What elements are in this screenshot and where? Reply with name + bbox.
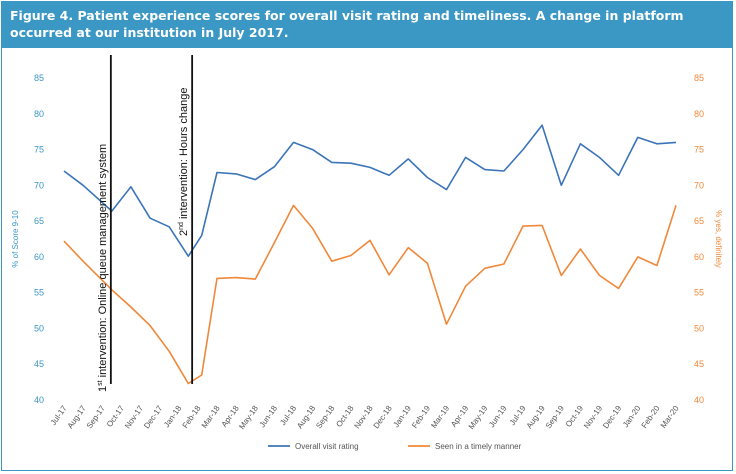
figure-header: Figure 4. Patient experience scores for … [2,2,732,48]
x-tick-label: Feb-20 [640,404,662,430]
x-tick-label: May-18 [237,404,260,431]
left-tick-label: 55 [34,288,44,298]
intervention-label: 1st intervention: Online queue managemen… [97,144,109,392]
x-tick-label: Sep-18 [314,404,336,431]
x-axis: Jul-17Aug-17Sep-17Oct-17Nov-17Dec-17Jan-… [49,404,681,431]
x-tick-label: Feb-18 [181,404,203,430]
left-tick-label: 80 [34,109,44,119]
right-tick-label: 45 [694,359,704,369]
x-tick-label: Dec-17 [142,404,164,431]
right-axis: 40 45 50 55 60 65 70 75 80 85 % yes, definitely [694,73,723,405]
intervention-number: 1 [97,386,109,392]
right-tick-label: 80 [694,109,704,119]
left-tick-label: 50 [34,323,44,333]
x-tick-label: Sep-19 [544,404,566,431]
left-axis-label: % of Score 9-10 [11,210,20,268]
right-tick-label: 55 [694,288,704,298]
series-group [63,124,677,385]
x-tick-label: Mar-20 [659,404,681,430]
left-tick-label: 40 [34,395,44,405]
legend-label: Overall visit rating [295,442,359,451]
intervention-text: intervention: Online queue management sy… [97,144,109,381]
intervention-label: 2nd intervention: Hours change [178,88,190,236]
annotations: 1st intervention: Online queue managemen… [97,55,194,392]
right-axis-label: % yes, definitely [714,210,723,268]
left-tick-label: 75 [34,145,44,155]
right-tick-label: 50 [694,323,704,333]
left-tick-label: 65 [34,216,44,226]
intervention-text: intervention: Hours change [178,88,190,223]
legend: Overall visit rating Seen in a timely man… [268,442,522,451]
intervention-number: 2 [178,230,190,236]
right-tick-label: 75 [694,145,704,155]
series-line-overall-visit-rating [63,124,677,258]
x-tick-label: Sep-17 [85,404,107,431]
series-line-seen-timely [63,204,677,385]
right-tick-label: 65 [694,216,704,226]
x-tick-label: Feb-19 [410,404,432,430]
x-tick-label: Jun-19 [487,404,509,430]
left-axis: 40 45 50 55 60 65 70 75 80 85 % of Score 9-10 [11,73,44,405]
right-tick-label: 40 [694,395,704,405]
left-tick-label: 85 [34,73,44,83]
x-tick-label: Dec-19 [601,404,623,431]
right-tick-label: 60 [694,252,704,262]
right-tick-label: 85 [694,73,704,83]
x-tick-label: Mar-19 [429,404,451,430]
x-tick-label: Mar-18 [200,404,222,430]
right-tick-label: 70 [694,180,704,190]
figure-title: Figure 4. Patient experience scores for … [10,8,684,40]
left-tick-label: 45 [34,359,44,369]
left-tick-label: 70 [34,180,44,190]
x-tick-label: May-19 [467,404,490,431]
intervention-ordinal: st [97,380,104,386]
legend-label: Seen in a timely manner [435,442,522,451]
intervention-ordinal: nd [178,222,185,230]
left-tick-label: 60 [34,252,44,262]
x-tick-label: Dec-18 [372,404,394,431]
x-tick-label: Jun-18 [258,404,280,430]
